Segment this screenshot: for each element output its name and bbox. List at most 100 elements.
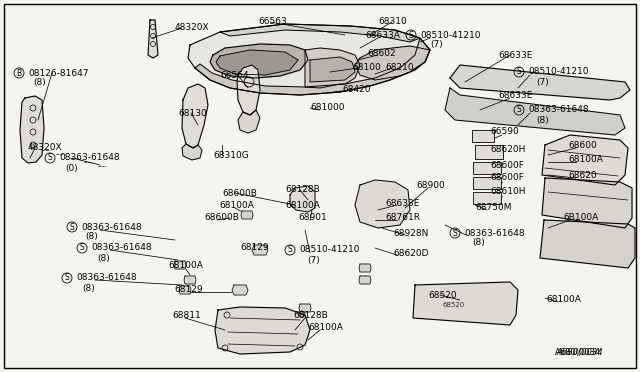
Text: B: B bbox=[17, 68, 22, 77]
Text: 68310: 68310 bbox=[378, 17, 407, 26]
Text: S: S bbox=[516, 67, 522, 77]
Text: 68129: 68129 bbox=[174, 285, 203, 295]
Text: A680(0034: A680(0034 bbox=[556, 347, 603, 356]
Text: 68128B: 68128B bbox=[293, 311, 328, 320]
Text: S: S bbox=[47, 154, 52, 163]
Text: 68420: 68420 bbox=[342, 86, 371, 94]
Polygon shape bbox=[445, 88, 625, 135]
Polygon shape bbox=[252, 245, 268, 255]
Text: 08363-61648: 08363-61648 bbox=[464, 228, 525, 237]
Polygon shape bbox=[542, 178, 632, 228]
Text: 68130: 68130 bbox=[178, 109, 207, 118]
Text: (0): (0) bbox=[65, 164, 77, 173]
Text: 08510-41210: 08510-41210 bbox=[299, 246, 360, 254]
Text: 48320X: 48320X bbox=[28, 144, 63, 153]
Text: 68600: 68600 bbox=[568, 141, 596, 150]
Polygon shape bbox=[195, 38, 430, 95]
Polygon shape bbox=[216, 50, 298, 75]
Text: (8): (8) bbox=[82, 283, 95, 292]
Text: (8): (8) bbox=[85, 232, 98, 241]
Text: 68901: 68901 bbox=[298, 214, 327, 222]
Text: (8): (8) bbox=[97, 253, 109, 263]
Polygon shape bbox=[215, 307, 310, 354]
Text: 68100A: 68100A bbox=[168, 260, 203, 269]
Bar bbox=[473, 177, 501, 189]
Text: 48320X: 48320X bbox=[175, 23, 210, 32]
Text: S: S bbox=[79, 244, 84, 253]
Bar bbox=[472, 130, 494, 142]
Text: 68129: 68129 bbox=[240, 244, 269, 253]
Polygon shape bbox=[188, 24, 430, 95]
Text: 68520: 68520 bbox=[443, 302, 465, 308]
Text: 68602: 68602 bbox=[367, 48, 396, 58]
Polygon shape bbox=[20, 96, 44, 163]
Polygon shape bbox=[310, 57, 355, 82]
Polygon shape bbox=[174, 261, 186, 269]
Text: 68610H: 68610H bbox=[490, 187, 525, 196]
Text: (7): (7) bbox=[536, 77, 548, 87]
Text: 68633E: 68633E bbox=[498, 51, 532, 60]
Polygon shape bbox=[184, 276, 196, 284]
Text: 08126-81647: 08126-81647 bbox=[28, 68, 88, 77]
Text: 68633E: 68633E bbox=[498, 92, 532, 100]
Polygon shape bbox=[542, 135, 628, 185]
Text: 68600B: 68600B bbox=[222, 189, 257, 198]
Text: 68600F: 68600F bbox=[490, 160, 524, 170]
Polygon shape bbox=[179, 286, 191, 294]
Polygon shape bbox=[359, 264, 371, 272]
Polygon shape bbox=[299, 304, 311, 312]
Polygon shape bbox=[359, 276, 371, 284]
Bar bbox=[473, 162, 501, 174]
Text: 68633E: 68633E bbox=[385, 199, 419, 208]
Text: (8): (8) bbox=[33, 78, 45, 87]
Text: 68310G: 68310G bbox=[213, 151, 249, 160]
Text: 68633A: 68633A bbox=[365, 31, 400, 39]
Bar bbox=[475, 145, 503, 159]
Text: 68100A: 68100A bbox=[308, 324, 343, 333]
Text: 68750M: 68750M bbox=[475, 202, 511, 212]
Bar bbox=[473, 192, 501, 204]
Text: 68100A: 68100A bbox=[219, 201, 254, 209]
Text: 66590: 66590 bbox=[490, 128, 519, 137]
Text: 08363-61648: 08363-61648 bbox=[528, 106, 589, 115]
Text: (8): (8) bbox=[536, 115, 548, 125]
Polygon shape bbox=[238, 110, 260, 133]
Text: 68811: 68811 bbox=[172, 311, 201, 320]
Text: 68900: 68900 bbox=[416, 180, 445, 189]
Text: 68620H: 68620H bbox=[490, 145, 525, 154]
Text: 66563: 66563 bbox=[258, 17, 287, 26]
Polygon shape bbox=[237, 65, 260, 115]
Text: 68210: 68210 bbox=[385, 64, 413, 73]
Polygon shape bbox=[182, 84, 208, 148]
Text: (7): (7) bbox=[430, 41, 443, 49]
Text: 68128B: 68128B bbox=[285, 186, 320, 195]
Text: 66564: 66564 bbox=[220, 71, 248, 80]
Text: 08363-61648: 08363-61648 bbox=[91, 244, 152, 253]
Text: S: S bbox=[408, 31, 413, 39]
Text: (8): (8) bbox=[472, 238, 484, 247]
Text: 6B100A: 6B100A bbox=[563, 214, 598, 222]
Text: 68600F: 68600F bbox=[490, 173, 524, 183]
Text: 68100A: 68100A bbox=[568, 155, 603, 164]
Text: S: S bbox=[70, 222, 74, 231]
Text: 68100A: 68100A bbox=[285, 201, 320, 209]
Text: 08363-61648: 08363-61648 bbox=[59, 154, 120, 163]
Polygon shape bbox=[355, 180, 410, 228]
Text: S: S bbox=[452, 228, 458, 237]
Text: A680(0034: A680(0034 bbox=[555, 347, 601, 356]
Text: 08510-41210: 08510-41210 bbox=[420, 31, 481, 39]
Polygon shape bbox=[450, 65, 630, 100]
Text: 68520: 68520 bbox=[428, 291, 456, 299]
Text: 68620: 68620 bbox=[568, 170, 596, 180]
Polygon shape bbox=[540, 220, 635, 268]
Text: 68928N: 68928N bbox=[393, 228, 428, 237]
Text: 68100A: 68100A bbox=[546, 295, 581, 305]
Polygon shape bbox=[305, 48, 360, 88]
Text: 681000: 681000 bbox=[310, 103, 344, 112]
Text: 08363-61648: 08363-61648 bbox=[76, 273, 136, 282]
Text: 08363-61648: 08363-61648 bbox=[81, 222, 141, 231]
Text: S: S bbox=[516, 106, 522, 115]
Text: 68100: 68100 bbox=[352, 64, 381, 73]
Polygon shape bbox=[220, 24, 420, 42]
Text: 08510-41210: 08510-41210 bbox=[528, 67, 589, 77]
